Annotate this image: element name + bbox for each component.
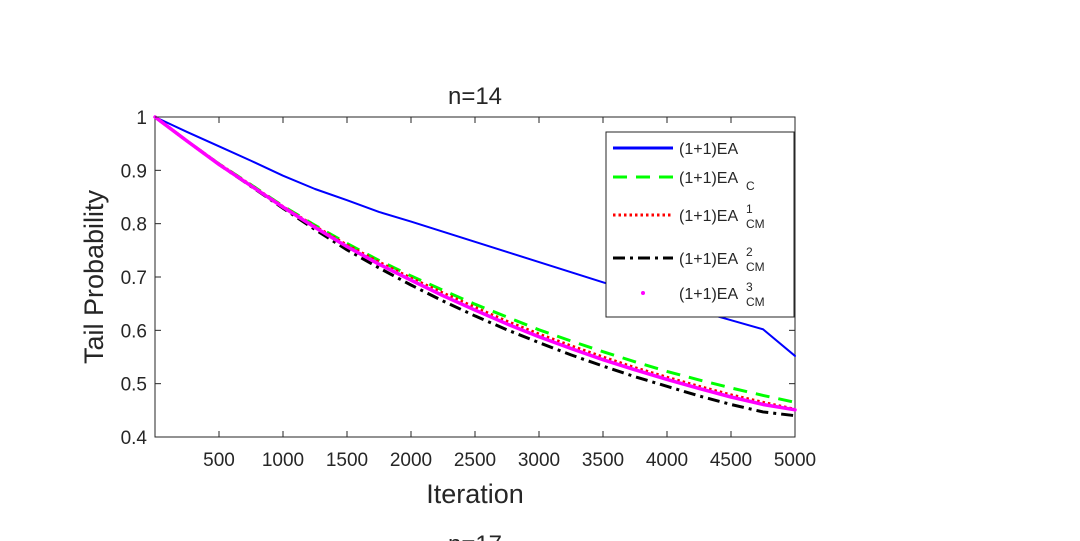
legend-label: (1+1)EA 1 CM [679,202,765,231]
next-panel-title: n=17 [448,531,502,541]
y-tick-label: 0.7 [121,268,147,289]
y-axis: 0.4 0.5 0.6 0.7 0.8 0.9 1 [121,108,795,449]
x-tick-label: 2500 [454,450,496,471]
y-tick-label: 0.4 [121,428,148,449]
legend-swatch [641,291,645,295]
x-tick-label: 3500 [582,450,624,471]
y-tick-label: 0.6 [121,321,147,342]
x-tick-label: 1500 [326,450,368,471]
x-tick-label: 5000 [774,450,816,471]
series-line-5 [153,115,797,412]
x-tick-label: 4500 [710,450,752,471]
y-tick-label: 0.9 [121,161,147,182]
y-tick-label: 1 [136,108,147,129]
chart-title: n=14 [448,83,502,110]
x-tick-label: 3000 [518,450,560,471]
legend-label: (1+1)EA 2 CM [679,245,765,274]
x-axis: 500 1000 1500 2000 2500 3000 3500 4000 4500 5000 [203,117,816,471]
x-tick-label: 4000 [646,450,688,471]
x-axis-label: Iteration [426,479,524,509]
legend-box [605,131,795,318]
legend-label: (1+1)EA 3 CM [679,280,765,309]
legend-label: (1+1)EA [679,141,738,158]
legend: (1+1)EA (1+1)EA C (1+1)EA 1 CM (1+1)EA 2 CM (1+1)… [605,131,795,318]
series-layer [153,115,797,418]
y-tick-label: 0.5 [121,375,147,396]
series-line-3 [154,115,796,411]
y-axis-label: Tail Probability [79,189,109,364]
y-tick-label: 0.8 [121,215,147,236]
legend-label: (1+1)EA C [679,170,755,193]
x-tick-label: 1000 [262,450,304,471]
x-tick-label: 2000 [390,450,432,471]
series-line-2 [154,115,796,404]
x-tick-label: 500 [203,450,235,471]
